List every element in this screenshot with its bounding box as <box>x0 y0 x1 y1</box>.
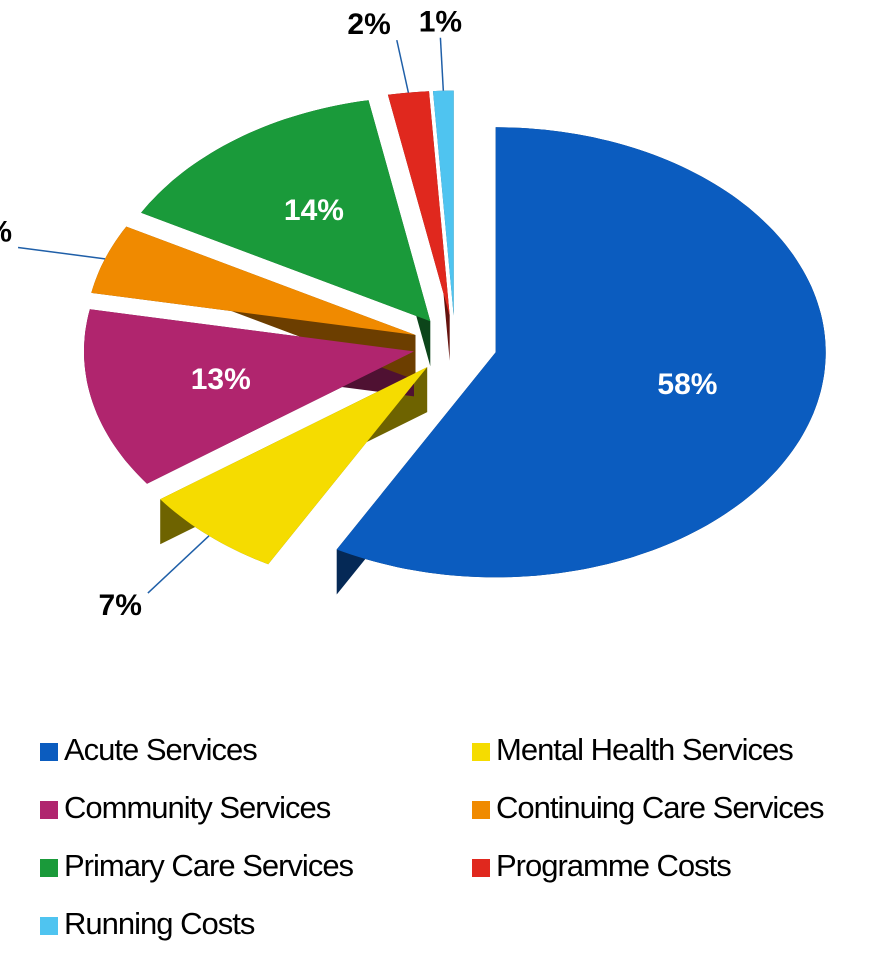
legend-swatch <box>40 801 58 819</box>
leader-line <box>396 39 410 93</box>
legend-label: Continuing Care Services <box>496 790 824 825</box>
data-label: 14% <box>284 194 344 227</box>
slice <box>160 367 428 565</box>
legend-swatch <box>472 801 490 819</box>
leader-line <box>147 535 210 594</box>
legend-swatch <box>472 743 490 761</box>
slice <box>336 127 826 578</box>
slice <box>91 226 416 335</box>
legend-label: Running Costs <box>64 906 255 941</box>
slice <box>84 309 414 484</box>
legend-swatch <box>40 917 58 935</box>
legend-label: Primary Care Services <box>64 848 354 883</box>
data-label: 13% <box>191 363 251 396</box>
legend-swatch <box>472 859 490 877</box>
data-label: 7% <box>99 589 142 622</box>
data-label: 1% <box>419 6 462 39</box>
slice <box>433 90 454 316</box>
data-label: 5% <box>0 215 12 248</box>
legend-swatch <box>40 743 58 761</box>
legend-label: Acute Services <box>64 732 257 767</box>
legend-swatch <box>40 859 58 877</box>
data-label: 58% <box>657 368 717 401</box>
leader-line <box>439 37 445 91</box>
slice <box>387 91 450 316</box>
legend-label: Mental Health Services <box>496 732 793 767</box>
slice <box>141 100 431 322</box>
leader-line <box>17 246 106 260</box>
legend-label: Community Services <box>64 790 331 825</box>
data-label: 2% <box>347 8 390 41</box>
legend-label: Programme Costs <box>496 848 731 883</box>
